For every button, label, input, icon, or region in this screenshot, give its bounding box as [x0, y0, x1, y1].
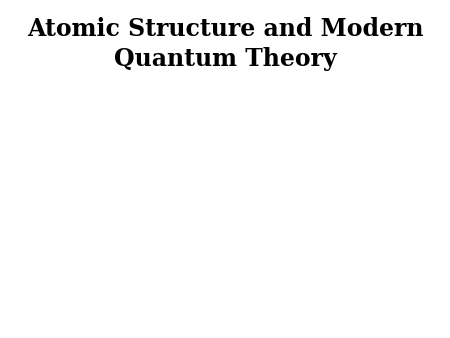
Text: Atomic Structure and Modern
Quantum Theory: Atomic Structure and Modern Quantum Theo… [27, 17, 423, 71]
